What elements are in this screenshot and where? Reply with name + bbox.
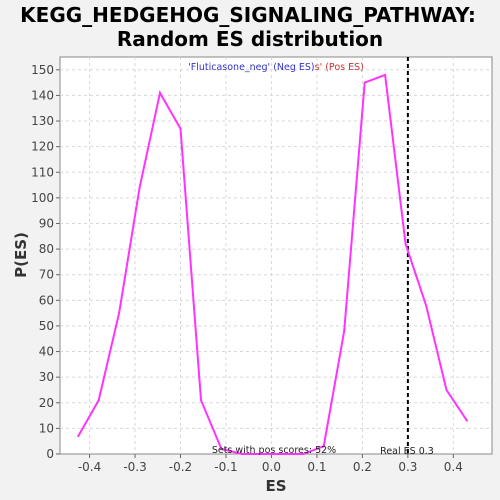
data-point [179,127,182,130]
data-point [261,453,264,455]
plot-area [59,56,493,455]
x-tick-label: 0.4 [444,460,463,474]
x-tick-label: 0.1 [307,460,326,474]
data-point [159,91,162,94]
series-line [77,73,468,455]
y-tick-label: 120 [31,140,54,154]
data-point [363,81,366,84]
y-tick-label: 30 [39,370,54,384]
x-tick-label: 0.2 [353,460,372,474]
y-tick-label: 10 [39,421,54,435]
x-tick-label: -0.1 [214,460,237,474]
x-tick-label: -0.3 [123,460,146,474]
data-point [240,453,243,455]
y-tick-label: 40 [39,345,54,359]
x-tick-label: 0.0 [262,460,281,474]
data-point [302,453,305,455]
legend-entry-neg: 'Fluticasone_neg' (Neg ES) [188,62,315,73]
y-axis-label: P(ES) [12,232,30,278]
data-point [138,186,141,189]
y-tick-label: 0 [46,447,54,461]
y-tick-label: 130 [31,114,54,128]
x-tick-label: -0.4 [78,460,101,474]
y-tick-label: 110 [31,165,54,179]
data-point [281,453,284,455]
y-tick-label: 50 [39,319,54,333]
data-point [97,399,100,402]
x-axis-label: ES [265,477,286,495]
legend: 'Fluticasone_neg' (Neg ES)s' (Pos ES) [188,62,364,73]
y-tick-label: 140 [31,88,54,102]
y-tick-label: 60 [39,293,54,307]
legend-entry-pos: s' (Pos ES) [315,62,364,73]
y-tick-label: 100 [31,191,54,205]
data-point [404,242,407,245]
data-point [465,419,468,422]
data-point [118,312,121,315]
pos-scores-annotation: Sets with pos scores: 52% [212,445,336,456]
y-axis-ticks: 0 10 20 30 40 50 60 70 80 90 100 110 120 130 140 150 [31,63,60,461]
y-tick-label: 80 [39,242,54,256]
y-tick-label: 70 [39,268,54,282]
y-tick-label: 20 [39,396,54,410]
x-tick-label: -0.2 [169,460,192,474]
data-point [322,445,325,448]
data-point [220,447,223,450]
chart-title-line1: KEGG_HEDGEHOG_SIGNALING_PATHWAY: [20,3,476,27]
x-tick-label: 0.3 [398,460,417,474]
y-tick-label: 90 [39,216,54,230]
data-point [384,73,387,76]
real-es-label: Real ES 0.3 [380,446,434,457]
data-point [425,304,428,307]
data-point [445,388,448,391]
data-point [77,435,80,438]
chart-title-line2: Random ES distribution [117,27,383,51]
y-tick-label: 150 [31,63,54,77]
series-points [77,73,468,455]
x-axis-ticks: -0.4 -0.3 -0.2 -0.1 0.0 0.1 0.2 0.3 0.4 [78,454,463,474]
data-point [199,399,202,402]
data-point [343,330,346,333]
